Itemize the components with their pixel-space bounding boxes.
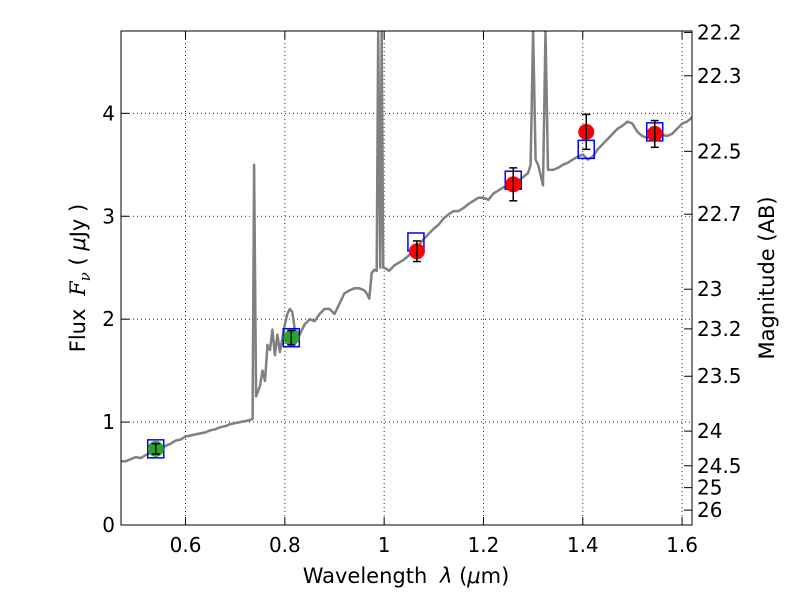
magnitude-tick-label: 23 (697, 277, 722, 301)
x-tick-label: 1.4 (567, 533, 599, 557)
magnitude-tick-label: 24.5 (697, 454, 742, 478)
x-tick-label: 1.2 (468, 533, 500, 557)
observed-flux-markers (147, 113, 663, 457)
y-tick-label: 4 (102, 101, 115, 125)
y-tick-label: 0 (102, 513, 115, 537)
magnitude-tick-label: 26 (697, 498, 722, 522)
x-axis-ticks: 0.6 0.8 1 1.2 1.4 1.6 (170, 31, 698, 557)
magnitude-tick-label: 24 (697, 419, 722, 443)
y-tick-label: 3 (102, 204, 115, 228)
magnitude-axis-label: Magnitude (AB) (755, 196, 779, 359)
magnitude-tick-label: 23.2 (697, 317, 742, 341)
plot-area (121, 31, 692, 463)
x-tick-label: 1 (378, 533, 391, 557)
magnitude-tick-label: 23.5 (697, 364, 742, 388)
magnitude-tick-label: 25 (697, 476, 722, 500)
y-axis-ticks: 0 1 2 3 4 (102, 101, 129, 537)
y-axis-label: Flux Fν ( μJy ) (66, 204, 94, 352)
magnitude-tick-label: 22.7 (697, 202, 742, 226)
magnitude-tick-label: 22.5 (697, 139, 742, 163)
plot-frame (120, 30, 693, 526)
magnitude-tick-label: 22.2 (697, 20, 742, 44)
x-tick-label: 0.6 (170, 533, 202, 557)
x-tick-label: 0.8 (269, 533, 301, 557)
x-tick-label: 1.6 (666, 533, 698, 557)
grid-lines (121, 31, 692, 526)
x-axis-label: Wavelength λ (μm) (303, 564, 510, 588)
magnitude-tick-label: 22.3 (697, 64, 742, 88)
y-tick-label: 2 (102, 307, 115, 331)
model-band-flux-markers (147, 122, 664, 459)
y-tick-label: 1 (102, 410, 115, 434)
model-spectrum-line (121, 31, 692, 463)
